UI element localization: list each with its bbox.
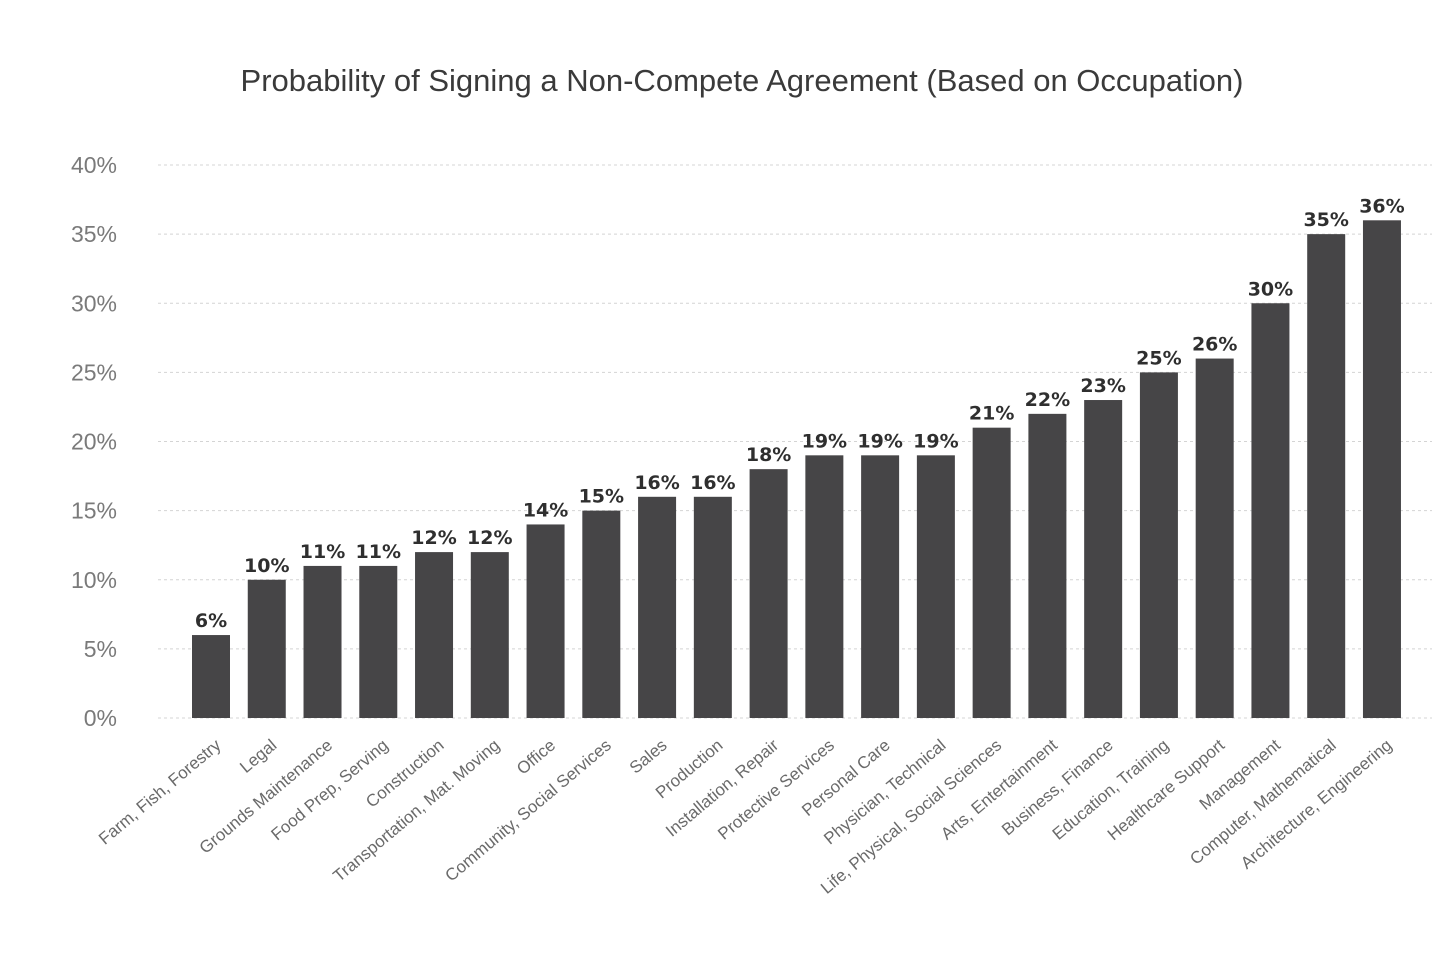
bar-value-label: 6% <box>195 610 227 632</box>
bar <box>470 552 509 718</box>
bar <box>1084 400 1123 718</box>
bar <box>192 635 230 718</box>
bar-value-label: 21% <box>969 403 1014 425</box>
bar-value-label: 35% <box>1303 209 1348 231</box>
bar <box>861 455 900 718</box>
bar <box>916 455 955 718</box>
bar-value-label: 22% <box>1025 389 1070 411</box>
bar <box>359 565 398 718</box>
bar-value-label: 19% <box>913 430 958 452</box>
bar <box>805 455 844 718</box>
bar <box>1307 234 1346 718</box>
bar-value-label: 26% <box>1192 334 1237 356</box>
bar-value-label: 18% <box>746 444 791 466</box>
y-tick-label: 15% <box>71 498 117 524</box>
bar <box>972 427 1011 718</box>
bar-value-label: 12% <box>411 527 456 549</box>
bar <box>1028 413 1067 718</box>
y-tick-label: 10% <box>71 567 117 593</box>
bar-value-label: 15% <box>579 486 624 508</box>
gridlines <box>158 164 1432 719</box>
bar <box>749 469 788 718</box>
x-tick-label: Farm, Fish, Forestry <box>95 735 225 848</box>
bar <box>693 496 732 718</box>
y-tick-label: 35% <box>71 221 117 247</box>
bar <box>526 524 565 718</box>
bar-value-label: 36% <box>1359 195 1404 217</box>
bar <box>303 565 342 718</box>
bar <box>582 510 621 718</box>
chart-title: Probability of Signing a Non-Compete Agr… <box>241 63 1244 98</box>
x-tick-label: Sales <box>626 736 671 778</box>
bar <box>1251 303 1290 718</box>
bar-value-labels: 6% 10% 11% 11% 12% 12% 14% 15% 16% 16% 18% 19% 19% 19… <box>195 195 1405 632</box>
x-tick-label: Office <box>513 736 559 779</box>
bar-value-label: 25% <box>1136 347 1181 369</box>
y-tick-label: 5% <box>84 636 117 662</box>
y-tick-label: 40% <box>71 152 117 178</box>
bar-value-label: 12% <box>467 527 512 549</box>
bar <box>638 496 677 718</box>
bar-value-label: 16% <box>690 472 735 494</box>
x-tick-label: Legal <box>236 736 280 777</box>
bar <box>415 552 454 718</box>
bar-value-label: 10% <box>244 555 289 577</box>
bars <box>192 220 1401 719</box>
bar-value-label: 19% <box>857 430 902 452</box>
bar-value-label: 19% <box>802 430 847 452</box>
y-tick-label: 20% <box>71 429 117 455</box>
bar <box>1362 220 1401 719</box>
bar-value-label: 23% <box>1080 375 1125 397</box>
y-tick-label: 25% <box>71 359 117 385</box>
bar-value-label: 30% <box>1248 278 1293 300</box>
bar-value-label: 14% <box>523 499 568 521</box>
y-tick-label: 30% <box>71 290 117 316</box>
bar-value-label: 16% <box>634 472 679 494</box>
bar-value-label: 11% <box>356 541 401 563</box>
y-axis-ticks: 0% 5% 10% 15% 20% 25% 30% 35% 40% <box>71 152 117 731</box>
bar <box>247 579 286 718</box>
bar <box>1139 372 1178 718</box>
bar-value-label: 11% <box>300 541 345 563</box>
y-tick-label: 0% <box>84 705 117 731</box>
bar <box>1195 358 1234 718</box>
